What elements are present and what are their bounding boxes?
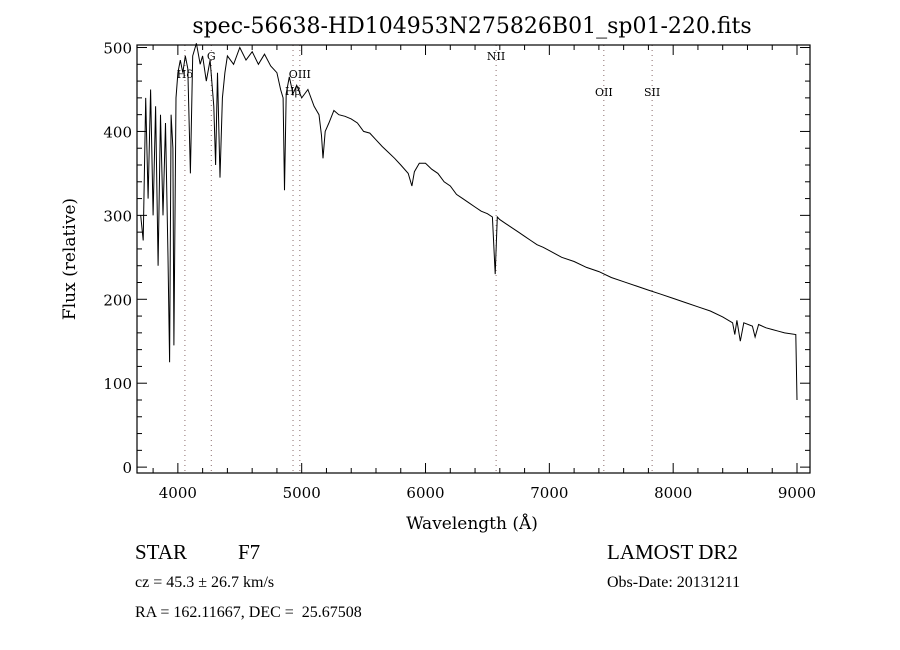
redshift-cz: cz = 45.3 ± 26.7 km/s xyxy=(135,574,275,591)
x-axis-label: Wavelength (Å) xyxy=(406,513,538,534)
line-marker-label: NII xyxy=(487,50,505,63)
x-tick-label: 4000 xyxy=(159,484,197,502)
line-marker-label: SII xyxy=(644,86,660,99)
line-marker-label: OII xyxy=(595,86,613,99)
y-tick-labels: 0 100 200 300 400 500 xyxy=(103,40,132,478)
y-axis-label: Flux (relative) xyxy=(60,198,80,320)
x-tick-label: 5000 xyxy=(283,484,321,502)
plot-frame xyxy=(136,44,811,474)
y-tick-label: 300 xyxy=(103,207,132,225)
survey-name: LAMOST DR2 xyxy=(607,540,738,564)
chart-title: spec-56638-HD104953N275826B01_sp01-220.f… xyxy=(192,14,751,39)
x-tick-labels: 4000 5000 6000 7000 8000 9000 xyxy=(159,484,816,502)
x-tick-label: 6000 xyxy=(406,484,444,502)
line-marker-label: OIII xyxy=(289,68,311,81)
line-marker-label: G xyxy=(207,50,216,63)
obs-date: Obs-Date: 20131211 xyxy=(607,574,741,591)
x-tick-label: 9000 xyxy=(778,484,816,502)
x-tick-label: 8000 xyxy=(654,484,692,502)
object-subclass: F7 xyxy=(238,540,261,564)
y-tick-label: 200 xyxy=(103,291,132,309)
y-tick-label: 0 xyxy=(122,459,132,477)
spectrum-line xyxy=(140,43,798,401)
object-class: STAR xyxy=(135,540,187,564)
y-tick-label: 400 xyxy=(103,123,132,141)
line-marker-label: Hδ xyxy=(177,68,194,81)
x-tick-label: 7000 xyxy=(530,484,568,502)
y-tick-label: 100 xyxy=(103,375,132,393)
axis-ticks xyxy=(137,45,810,473)
coordinates: RA = 162.11667, DEC = 25.67508 xyxy=(135,604,362,621)
y-tick-label: 500 xyxy=(103,40,132,58)
